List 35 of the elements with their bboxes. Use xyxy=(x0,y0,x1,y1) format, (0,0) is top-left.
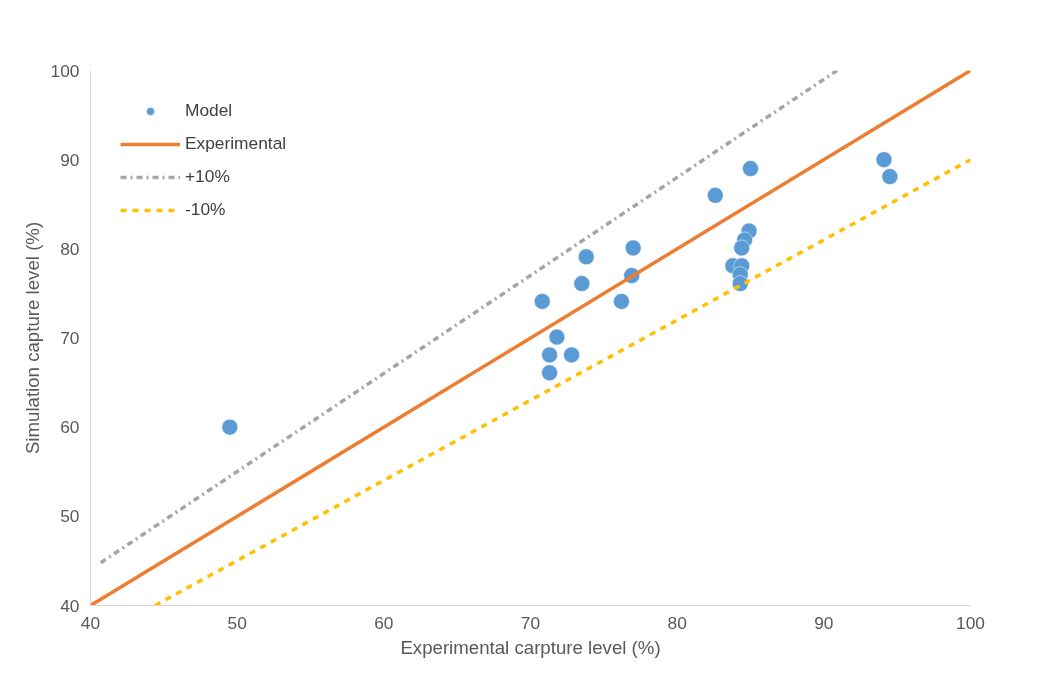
point xyxy=(563,346,580,364)
point xyxy=(548,328,566,346)
y-tick-label: 100 xyxy=(50,60,80,81)
y-tick-label: 60 xyxy=(60,417,80,438)
point xyxy=(707,187,724,204)
y-axis-title: Simulation capture level (%) xyxy=(21,221,43,455)
x-tick-label: 50 xyxy=(227,612,247,633)
legend-label: Model xyxy=(185,100,233,121)
x-tick-label: 40 xyxy=(80,612,101,633)
legend-label: Experimental xyxy=(185,133,287,154)
point xyxy=(221,418,239,436)
y-tick-label: 80 xyxy=(60,238,80,259)
point xyxy=(541,346,558,364)
y-tick-label: 70 xyxy=(60,328,80,348)
point xyxy=(881,168,899,185)
x-tick-label: 90 xyxy=(814,612,834,633)
point xyxy=(573,275,591,292)
y-tick-label: 90 xyxy=(60,149,80,170)
point xyxy=(742,160,759,177)
legend-label: +10% xyxy=(185,166,230,187)
x-tick-label: 60 xyxy=(374,612,394,633)
x-tick-label: 70 xyxy=(520,612,541,633)
point xyxy=(613,293,630,310)
point xyxy=(541,364,558,382)
x-tick-label: 100 xyxy=(956,612,985,633)
x-axis-title: Experimental carpture level (%) xyxy=(400,636,661,658)
point xyxy=(733,239,750,257)
point xyxy=(624,239,642,257)
point xyxy=(533,293,551,310)
legend-label: -10% xyxy=(185,199,226,220)
point xyxy=(577,248,595,266)
y-tick-label: 50 xyxy=(60,506,80,527)
y-tick-label: 40 xyxy=(60,595,80,616)
x-tick-label: 80 xyxy=(667,612,687,633)
point xyxy=(875,151,893,168)
